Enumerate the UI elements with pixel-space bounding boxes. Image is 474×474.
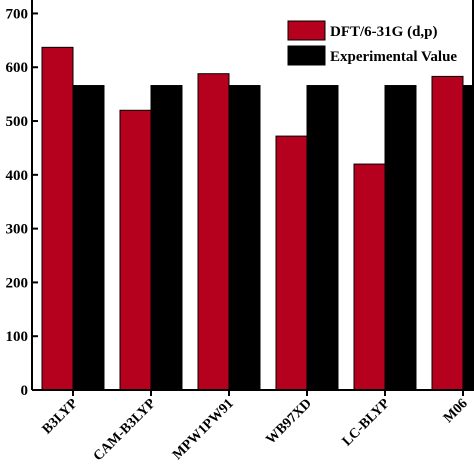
legend-swatch-experimental (287, 45, 326, 66)
bar-dft-b3lyp (41, 46, 74, 391)
bar-experimental-mpw1pw91 (228, 85, 261, 391)
bar-dft-m06 (431, 75, 464, 391)
legend-label-experimental: Experimental Value (330, 49, 457, 65)
y-tick-label: 200 (6, 275, 29, 291)
x-tick-label: LC-BLYP (340, 396, 393, 449)
x-tick-label: CAM-B3LYP (91, 396, 159, 464)
legend-swatch-dft (287, 20, 326, 41)
bar-dft-mpw1pw91 (197, 73, 230, 391)
y-tick-label: 400 (6, 168, 29, 184)
x-tick-label: WB97XD (264, 396, 315, 447)
x-ticks-layer: B3LYP CAM-B3LYP MPW1PW91 WB97XD LC-BLYP M06 (40, 390, 471, 464)
y-tick-label: 700 (6, 6, 29, 22)
bar-experimental-m06 (462, 85, 474, 391)
y-tick-label: 600 (6, 60, 29, 76)
y-tick-label: 100 (6, 329, 29, 345)
bar-dft-wb97xd (275, 135, 308, 391)
legend-label-dft: DFT/6-31G (d,p) (330, 24, 438, 40)
y-tick-label: 0 (21, 383, 29, 399)
bar-experimental-b3lyp (72, 85, 105, 391)
bars-layer (41, 46, 474, 391)
y-ticks-layer: 0 100 200 300 400 500 600 700 (6, 6, 38, 399)
x-tick-label: M06 (441, 396, 471, 426)
bar-dft-cam-b3lyp (119, 109, 152, 391)
legend: DFT/6-31G (d,p) Experimental Value (287, 20, 457, 66)
y-tick-label: 500 (6, 114, 29, 130)
y-tick-label: 300 (6, 222, 29, 238)
bar-experimental-wb97xd (306, 85, 339, 391)
x-tick-label: B3LYP (40, 396, 81, 437)
bar-experimental-cam-b3lyp (150, 85, 183, 391)
bar-experimental-lc-blyp (384, 85, 417, 391)
bar-dft-lc-blyp (353, 163, 386, 391)
x-tick-label: MPW1PW91 (170, 396, 237, 463)
